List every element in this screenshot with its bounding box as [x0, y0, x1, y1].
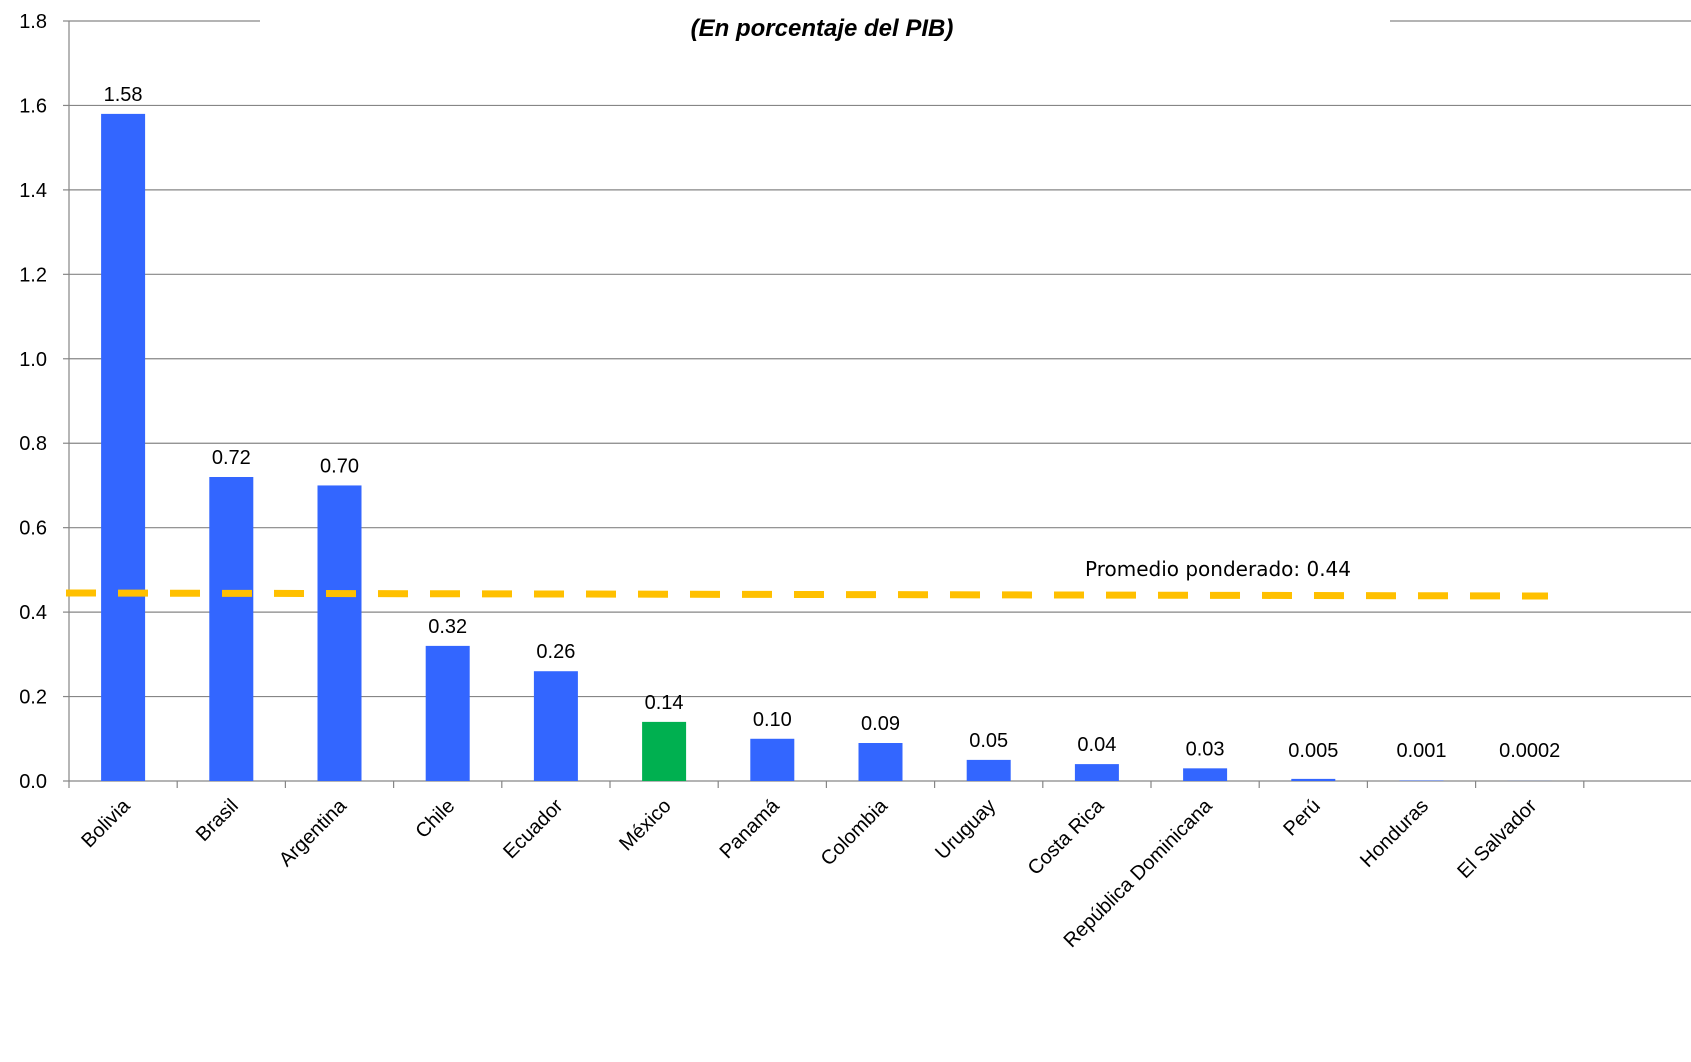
value-label: 0.72 — [212, 447, 251, 469]
bar-brasil — [209, 477, 254, 781]
value-label: 0.26 — [536, 641, 575, 663]
category-label: Argentina — [275, 794, 352, 871]
bar-argentina — [317, 485, 362, 781]
value-label: 0.005 — [1288, 740, 1338, 762]
category-label: Chile — [411, 795, 459, 843]
category-label: Bolivia — [77, 794, 135, 852]
y-tick-label: 0.2 — [19, 687, 47, 709]
category-label: México — [615, 795, 675, 855]
y-tick-label: 0.0 — [19, 771, 47, 793]
average-line-label: Promedio ponderado: 0.44 — [1085, 557, 1351, 581]
category-label: Perú — [1279, 795, 1324, 840]
value-label: 0.14 — [645, 692, 684, 714]
category-label: Panamá — [716, 794, 785, 863]
category-label: Ecuador — [499, 795, 567, 863]
bar-ecuador — [533, 671, 578, 781]
value-label: 0.05 — [969, 730, 1008, 752]
y-tick-label: 1.4 — [19, 180, 47, 202]
chart-title: (En porcentaje del PIB) — [691, 15, 954, 42]
value-label: 0.70 — [320, 455, 359, 477]
category-label: Colombia — [817, 794, 893, 870]
bar-república-dominicana — [1183, 768, 1228, 781]
average-line — [65, 589, 1549, 600]
y-tick-label: 0.6 — [19, 518, 47, 540]
value-label: 0.0002 — [1499, 740, 1560, 762]
value-label: 0.03 — [1186, 738, 1225, 760]
category-label: El Salvador — [1453, 795, 1541, 883]
bar-chile — [425, 645, 470, 781]
y-tick-label: 1.6 — [19, 95, 47, 117]
axes: 0.0 0.2 0.4 0.6 0.8 1.0 1.2 1.4 1.6 1.8 — [19, 11, 1691, 793]
average-line-group — [65, 589, 1549, 600]
value-label: 0.04 — [1077, 734, 1116, 756]
bar-costa-rica — [1074, 764, 1119, 781]
y-tick-label: 1.8 — [19, 11, 47, 33]
bar-bolivia — [101, 113, 146, 781]
value-label: 0.10 — [753, 709, 792, 731]
category-label: Costa Rica — [1024, 794, 1109, 879]
bar-panamá — [750, 738, 795, 781]
y-tick-label: 1.0 — [19, 349, 47, 371]
value-label: 1.58 — [104, 84, 143, 106]
bars — [101, 113, 1552, 781]
bar-perú — [1291, 778, 1336, 781]
y-tick-label: 0.8 — [19, 433, 47, 455]
bar-colombia — [858, 743, 903, 781]
bar-uruguay — [966, 759, 1011, 781]
value-label: 0.09 — [861, 713, 900, 735]
category-label: Honduras — [1356, 795, 1433, 872]
y-tick-label: 0.4 — [19, 602, 47, 624]
value-label: 0.32 — [428, 616, 467, 638]
category-label: Uruguay — [931, 795, 1000, 864]
value-label: 0.001 — [1396, 740, 1446, 762]
y-tick-label: 1.2 — [19, 264, 47, 286]
title-backdrop — [260, 0, 1390, 48]
bar-méxico — [642, 721, 687, 781]
category-label: Brasil — [192, 795, 243, 846]
labels: 1.58 Bolivia 0.72 Brasil 0.70 Argentina 0.32 Ch… — [77, 84, 1560, 952]
